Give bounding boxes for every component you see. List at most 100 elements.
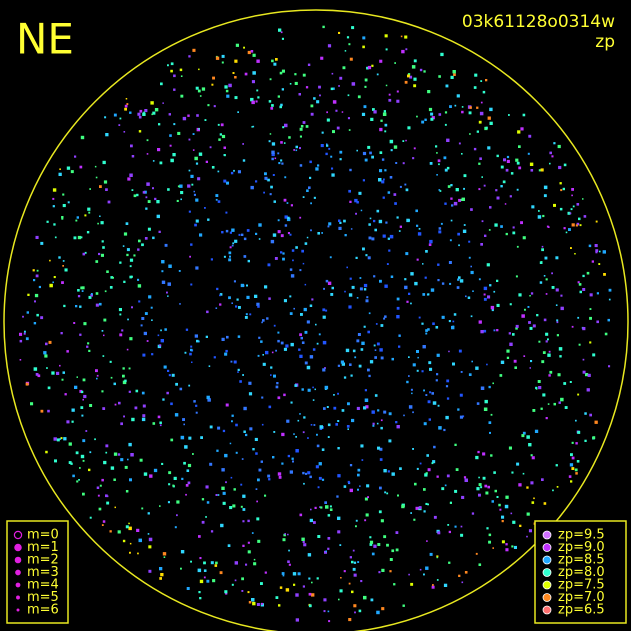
star (326, 118, 330, 122)
star (122, 367, 125, 370)
star (258, 468, 262, 472)
star (284, 533, 286, 535)
star (146, 153, 149, 155)
star (602, 250, 606, 254)
star (348, 43, 351, 46)
star (433, 515, 437, 519)
star (269, 193, 272, 196)
star (500, 185, 503, 188)
star (502, 180, 506, 184)
star (358, 191, 362, 195)
star (134, 406, 138, 410)
star (157, 148, 161, 152)
star (136, 528, 140, 532)
star (412, 363, 416, 367)
star (389, 558, 393, 561)
star (453, 201, 458, 206)
star (256, 500, 258, 503)
star (241, 458, 244, 460)
star (538, 386, 542, 390)
star (88, 211, 91, 214)
star (318, 476, 322, 480)
star (75, 305, 78, 308)
star (258, 238, 261, 240)
star (53, 276, 56, 279)
star (545, 417, 548, 420)
star (161, 462, 164, 465)
star (485, 126, 488, 129)
star (303, 307, 307, 312)
star (223, 146, 226, 149)
star (170, 158, 174, 163)
star (374, 394, 378, 397)
star (405, 139, 407, 142)
star (379, 348, 383, 352)
star (306, 365, 311, 370)
star (445, 415, 449, 420)
star (32, 269, 35, 272)
star (206, 395, 210, 400)
star (277, 331, 280, 334)
star (422, 293, 426, 296)
star (387, 237, 390, 240)
star (62, 204, 66, 208)
star (253, 558, 256, 561)
star (179, 184, 183, 188)
star (96, 377, 98, 380)
star (416, 224, 419, 227)
star (579, 224, 582, 227)
star (203, 561, 206, 565)
star (283, 299, 287, 303)
star (231, 244, 234, 247)
star (355, 256, 358, 259)
star (224, 453, 228, 458)
star (444, 484, 447, 487)
star (370, 117, 374, 121)
star (206, 579, 210, 583)
star (454, 104, 457, 107)
star (220, 123, 224, 127)
star (110, 276, 113, 279)
star (371, 64, 374, 67)
star (237, 170, 241, 174)
magnitude-label: m=2 (27, 553, 59, 568)
star (444, 111, 448, 114)
star (436, 579, 439, 581)
star (557, 144, 561, 149)
star (147, 227, 151, 231)
star (575, 419, 577, 422)
star (543, 194, 547, 198)
zp-swatch (542, 605, 552, 615)
star (217, 200, 221, 203)
star (159, 567, 163, 571)
star (414, 281, 418, 286)
star (190, 348, 193, 352)
star (493, 290, 496, 293)
star (500, 225, 503, 228)
star (277, 219, 280, 222)
star (360, 348, 364, 351)
star (396, 425, 400, 429)
star (454, 489, 458, 493)
star (346, 425, 350, 428)
star (555, 288, 559, 292)
star (436, 555, 439, 558)
star (384, 315, 387, 318)
star (223, 255, 226, 258)
star (373, 275, 376, 278)
star (589, 308, 592, 310)
star (387, 191, 391, 194)
star (97, 494, 100, 497)
star (288, 563, 291, 566)
star (396, 216, 399, 219)
star (349, 488, 353, 493)
star (35, 235, 39, 239)
star (330, 87, 334, 91)
star (419, 68, 423, 72)
star (301, 249, 304, 253)
star (505, 543, 508, 546)
star (407, 219, 410, 222)
star (104, 290, 107, 293)
star (83, 394, 87, 399)
star (147, 200, 151, 203)
